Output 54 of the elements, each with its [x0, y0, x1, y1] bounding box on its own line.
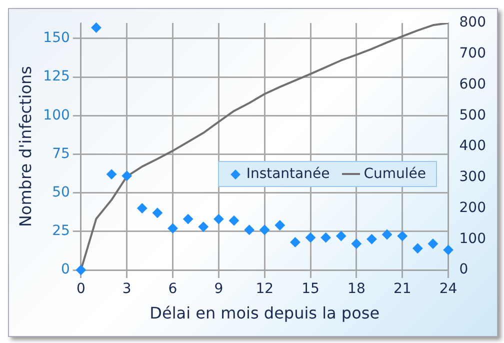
point	[306, 232, 316, 243]
y-tick-label: 75	[52, 146, 70, 162]
y2-tick-label: 100	[459, 230, 486, 247]
point	[214, 214, 224, 224]
point	[351, 238, 362, 249]
x-tick-label: 24	[439, 281, 458, 298]
point	[244, 224, 254, 235]
y-tick-label: 50	[52, 184, 70, 200]
point	[412, 243, 423, 254]
point	[183, 214, 194, 224]
y2-tick-label: 300	[459, 169, 486, 186]
point	[122, 170, 132, 181]
point	[397, 231, 408, 242]
x-tick-label: 15	[302, 281, 320, 298]
y2-tick-label: 200	[459, 200, 486, 216]
point	[260, 224, 270, 235]
y-tick-label: 25	[52, 223, 70, 240]
point	[290, 237, 300, 248]
x-tick-label: 18	[348, 281, 366, 298]
x-tick-label: 9	[214, 281, 224, 298]
y2-tick-label: 700	[459, 46, 486, 62]
point	[320, 232, 331, 243]
y-tick-label: 100	[43, 107, 70, 124]
x-tick-label: 12	[256, 281, 274, 298]
y-tick-label: 150	[43, 30, 70, 46]
point	[443, 244, 454, 255]
legend-label: Cumulée	[364, 166, 426, 182]
point	[228, 216, 239, 226]
point	[168, 223, 178, 234]
point	[382, 229, 392, 240]
point	[152, 208, 162, 218]
y2-tick-label: 0	[459, 262, 468, 278]
x-axis-title: Délai en mois depuis la pose	[150, 304, 380, 323]
y-tick-label: 125	[43, 68, 70, 85]
point	[336, 231, 346, 242]
y-tick-label: 0	[61, 262, 70, 278]
x-tick-label: 0	[76, 281, 86, 298]
point	[137, 203, 148, 214]
x-tick-label: 21	[393, 281, 412, 298]
y-axis-title: Nombre d'infections	[16, 66, 35, 228]
point	[198, 222, 208, 232]
point	[428, 238, 438, 249]
y2-tick-label: 800	[459, 14, 486, 31]
point	[91, 22, 102, 33]
legend-label: Instantanée	[246, 166, 330, 182]
y2-tick-label: 600	[459, 76, 486, 92]
x-tick-label: 6	[168, 281, 178, 298]
x-tick-label: 3	[122, 281, 132, 298]
point	[106, 169, 117, 180]
point	[76, 265, 86, 275]
point	[274, 220, 285, 230]
y2-tick-label: 500	[459, 107, 486, 124]
point	[366, 234, 377, 244]
y2-tick-label: 400	[459, 138, 486, 154]
